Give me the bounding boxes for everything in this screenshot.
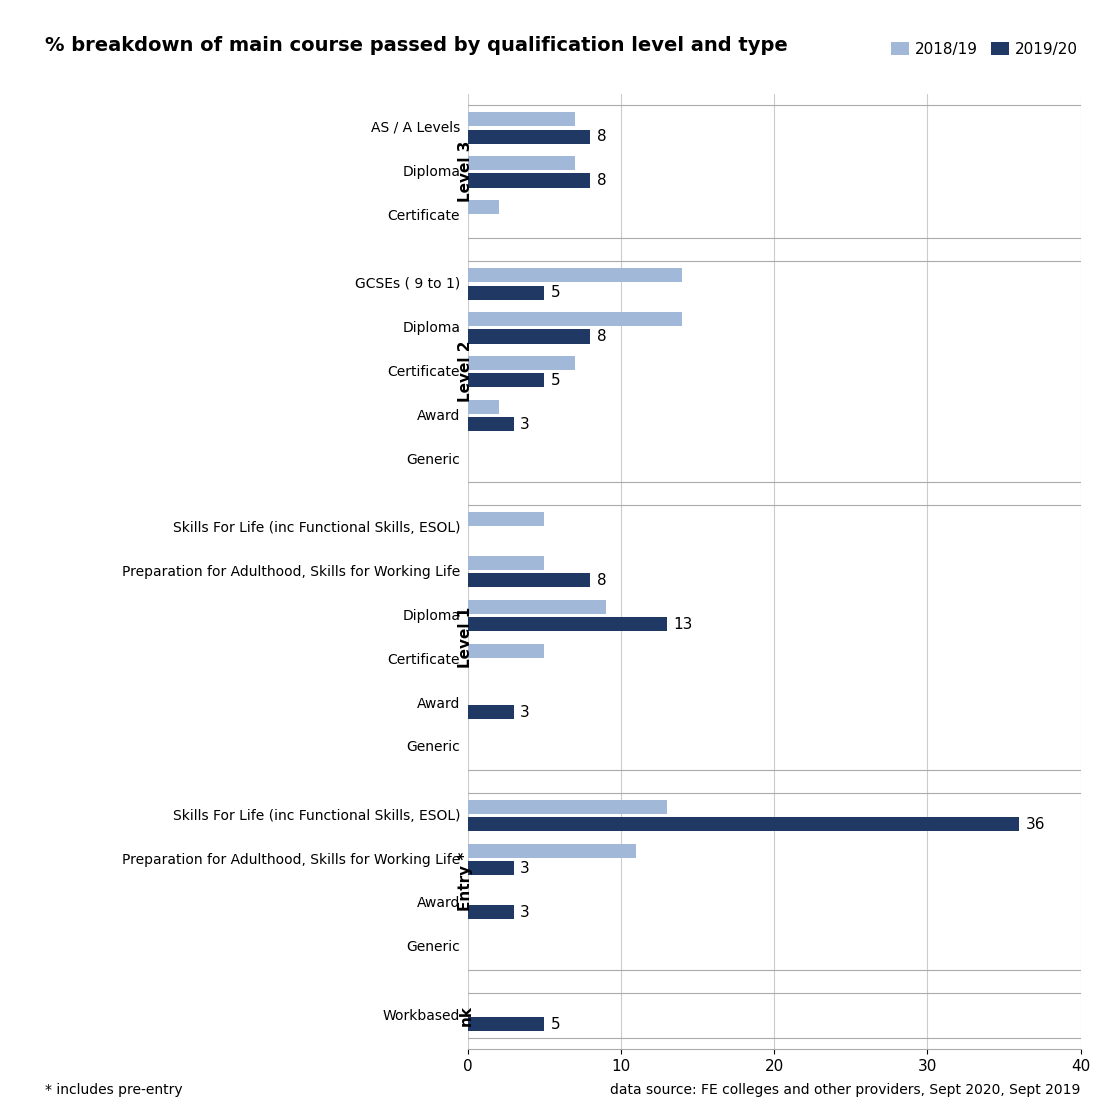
Text: 8: 8: [597, 329, 606, 344]
Bar: [468, 556, 545, 569]
Text: Certificate: Certificate: [388, 365, 460, 379]
Text: 5: 5: [550, 285, 560, 300]
Text: Diploma: Diploma: [402, 321, 460, 335]
Text: Award: Award: [417, 408, 460, 423]
Text: 8: 8: [597, 573, 606, 588]
Text: Level 2: Level 2: [458, 341, 473, 403]
Bar: [468, 1017, 545, 1031]
Text: Generic: Generic: [407, 740, 460, 755]
Bar: [468, 574, 590, 587]
Text: nk: nk: [458, 1005, 473, 1026]
Text: AS / A Levels: AS / A Levels: [371, 121, 460, 134]
Text: Award: Award: [417, 897, 460, 910]
Bar: [468, 906, 514, 919]
Bar: [468, 373, 545, 387]
Text: 3: 3: [520, 905, 530, 920]
Legend: 2018/19, 2019/20: 2018/19, 2019/20: [885, 36, 1084, 62]
Bar: [468, 644, 545, 658]
Text: 5: 5: [550, 373, 560, 388]
Bar: [468, 417, 514, 432]
Bar: [468, 130, 590, 143]
Bar: [468, 400, 499, 414]
Bar: [468, 356, 575, 370]
Text: Level 3: Level 3: [458, 141, 473, 202]
Text: Certificate: Certificate: [388, 209, 460, 223]
Text: Workbased: Workbased: [383, 1009, 460, 1022]
Text: Award: Award: [417, 696, 460, 710]
Bar: [468, 617, 667, 632]
Text: GCSEs ( 9 to 1): GCSEs ( 9 to 1): [355, 276, 460, 291]
Bar: [468, 705, 514, 719]
Text: 8: 8: [597, 129, 606, 144]
Bar: [468, 312, 682, 326]
Text: Preparation for Adulthood, Skills for Working Life: Preparation for Adulthood, Skills for Wo…: [121, 852, 460, 867]
Bar: [468, 512, 545, 526]
Text: 5: 5: [550, 1017, 560, 1032]
Text: 3: 3: [520, 861, 530, 876]
Bar: [468, 817, 1019, 831]
Text: Generic: Generic: [407, 453, 460, 466]
Bar: [468, 155, 575, 170]
Bar: [468, 285, 545, 300]
Text: 3: 3: [520, 417, 530, 432]
Text: Generic: Generic: [407, 940, 460, 955]
Text: Level 1: Level 1: [458, 607, 473, 668]
Text: Certificate: Certificate: [388, 653, 460, 666]
Bar: [468, 268, 682, 282]
Text: 3: 3: [520, 705, 530, 719]
Bar: [468, 112, 575, 127]
Text: Entry *: Entry *: [458, 851, 473, 911]
Bar: [468, 861, 514, 876]
Text: * includes pre-entry: * includes pre-entry: [45, 1082, 183, 1097]
Text: Skills For Life (inc Functional Skills, ESOL): Skills For Life (inc Functional Skills, …: [173, 521, 460, 535]
Bar: [468, 200, 499, 214]
Text: data source: FE colleges and other providers, Sept 2020, Sept 2019: data source: FE colleges and other provi…: [610, 1082, 1081, 1097]
Text: 36: 36: [1025, 817, 1045, 831]
Text: % breakdown of main course passed by qualification level and type: % breakdown of main course passed by qua…: [45, 36, 788, 54]
Text: Diploma: Diploma: [402, 608, 460, 623]
Bar: [468, 844, 636, 858]
Text: Diploma: Diploma: [402, 164, 460, 179]
Bar: [468, 799, 667, 814]
Bar: [468, 330, 590, 344]
Text: Preparation for Adulthood, Skills for Working Life: Preparation for Adulthood, Skills for Wo…: [121, 565, 460, 578]
Bar: [468, 599, 606, 614]
Text: 13: 13: [673, 617, 693, 632]
Text: Skills For Life (inc Functional Skills, ESOL): Skills For Life (inc Functional Skills, …: [173, 808, 460, 823]
Bar: [468, 173, 590, 188]
Text: 8: 8: [597, 173, 606, 188]
